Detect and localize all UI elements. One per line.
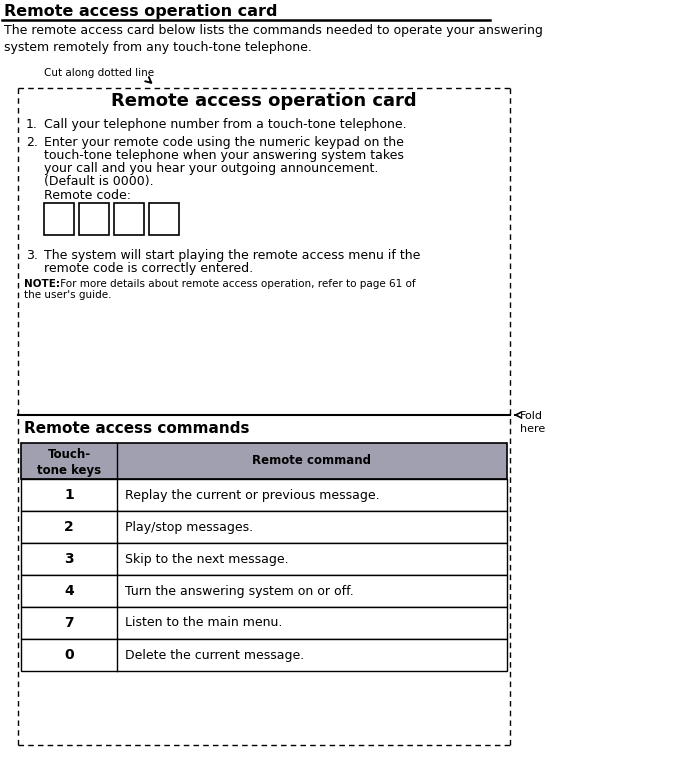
Bar xyxy=(114,203,144,235)
Text: Remote command: Remote command xyxy=(253,454,371,467)
Text: Skip to the next message.: Skip to the next message. xyxy=(125,552,289,565)
Bar xyxy=(21,511,507,543)
Text: 2: 2 xyxy=(64,520,74,534)
Text: 1: 1 xyxy=(64,488,74,502)
Text: 3: 3 xyxy=(65,552,74,566)
Text: NOTE:: NOTE: xyxy=(24,279,60,289)
Bar xyxy=(21,639,507,671)
Bar xyxy=(21,443,507,479)
Text: Cut along dotted line: Cut along dotted line xyxy=(44,68,154,78)
Bar xyxy=(21,575,507,607)
Text: Touch-
tone keys: Touch- tone keys xyxy=(37,448,101,477)
Text: 1.: 1. xyxy=(26,118,38,131)
Text: Remote access operation card: Remote access operation card xyxy=(111,92,417,110)
Text: 2.: 2. xyxy=(26,136,38,149)
Text: Replay the current or previous message.: Replay the current or previous message. xyxy=(125,489,380,502)
Text: The remote access card below lists the commands needed to operate your answering: The remote access card below lists the c… xyxy=(4,24,543,54)
Text: Fold
here: Fold here xyxy=(520,411,545,434)
Text: the user's guide.: the user's guide. xyxy=(24,290,111,300)
Bar xyxy=(44,203,74,235)
Text: Remote access commands: Remote access commands xyxy=(24,421,249,436)
Text: 4: 4 xyxy=(64,584,74,598)
Bar xyxy=(21,479,507,511)
Text: 0: 0 xyxy=(65,648,74,662)
Bar xyxy=(149,203,179,235)
Text: touch-tone telephone when your answering system takes: touch-tone telephone when your answering… xyxy=(44,149,404,162)
Text: 3.: 3. xyxy=(26,249,38,262)
Text: The system will start playing the remote access menu if the: The system will start playing the remote… xyxy=(44,249,420,262)
Text: Play/stop messages.: Play/stop messages. xyxy=(125,521,253,533)
Bar xyxy=(21,607,507,639)
Text: For more details about remote access operation, refer to page 61 of: For more details about remote access ope… xyxy=(57,279,416,289)
Bar xyxy=(79,203,109,235)
Text: Delete the current message.: Delete the current message. xyxy=(125,649,304,662)
Text: Call your telephone number from a touch-tone telephone.: Call your telephone number from a touch-… xyxy=(44,118,407,131)
Text: Enter your remote code using the numeric keypad on the: Enter your remote code using the numeric… xyxy=(44,136,404,149)
Text: Listen to the main menu.: Listen to the main menu. xyxy=(125,617,282,630)
Text: 7: 7 xyxy=(65,616,74,630)
Text: your call and you hear your outgoing announcement.: your call and you hear your outgoing ann… xyxy=(44,162,378,175)
Text: Remote code:: Remote code: xyxy=(44,189,131,202)
Text: (Default is 0000).: (Default is 0000). xyxy=(44,175,153,188)
Text: Remote access operation card: Remote access operation card xyxy=(4,4,278,19)
Text: Turn the answering system on or off.: Turn the answering system on or off. xyxy=(125,584,354,597)
Text: remote code is correctly entered.: remote code is correctly entered. xyxy=(44,262,253,275)
Bar xyxy=(21,543,507,575)
